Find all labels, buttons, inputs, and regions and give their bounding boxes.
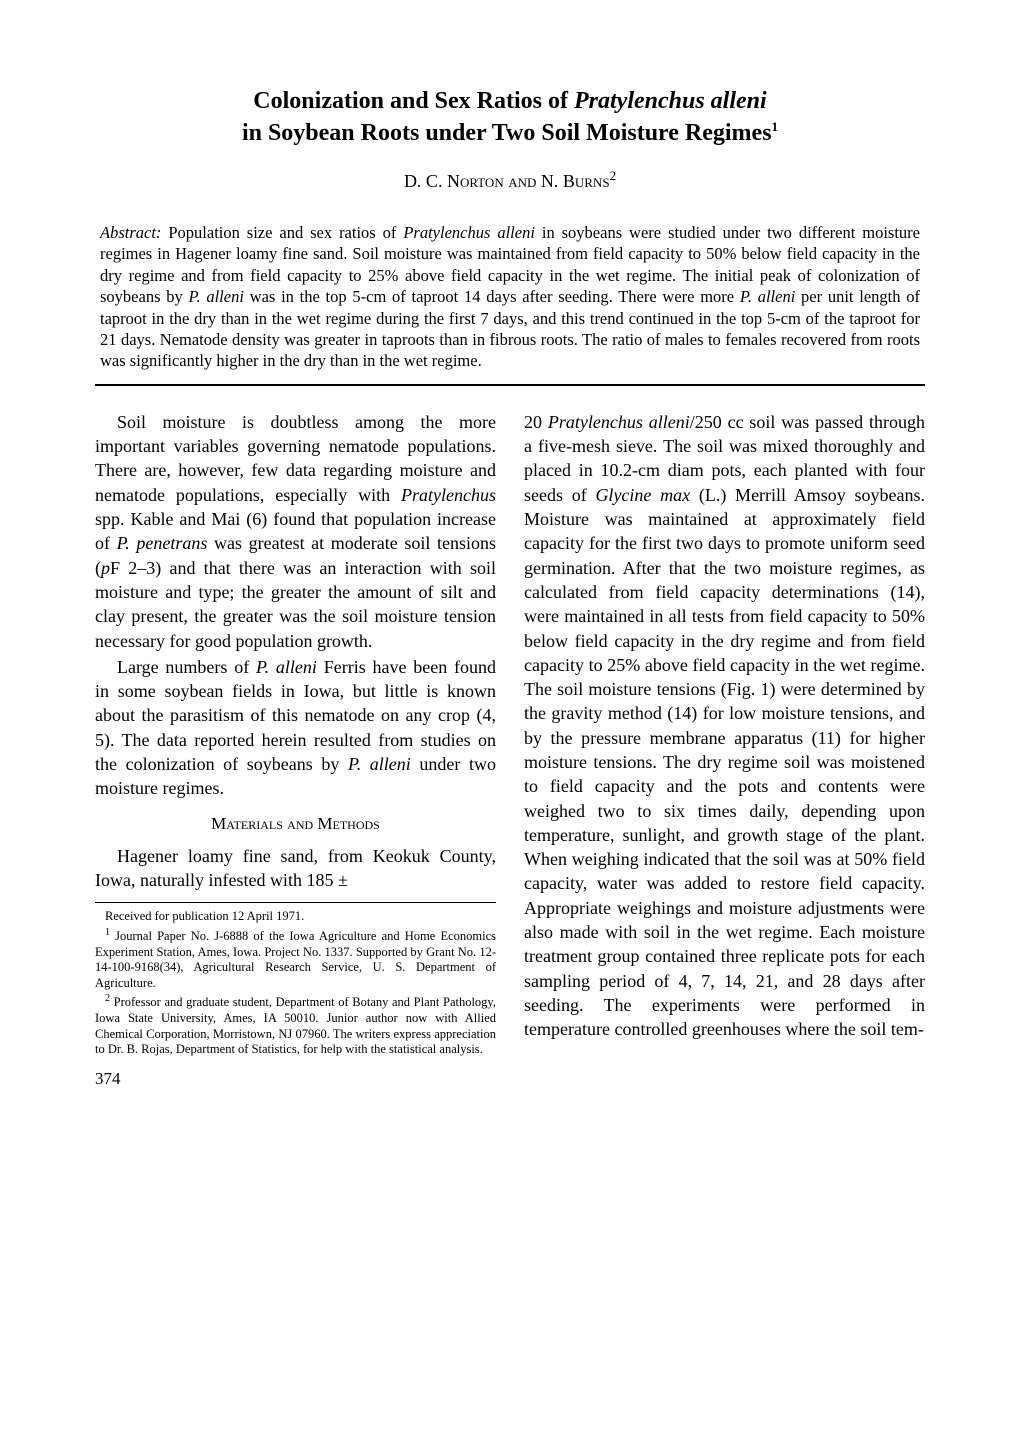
footnote-received: Received for publication 12 April 1971.	[95, 909, 496, 925]
footnote-one-text: Journal Paper No. J-6888 of the Iowa Agr…	[95, 929, 496, 990]
body-columns: Soil moisture is doubtless among the mor…	[95, 410, 925, 1091]
page-number: 374	[95, 1068, 496, 1091]
body-paragraph: 20 Pratylenchus alleni/250 cc soil was p…	[524, 410, 925, 1042]
abstract-label: Abstract:	[100, 223, 161, 242]
footnote-two-text: Professor and graduate student, Departme…	[95, 996, 496, 1057]
authors-superscript: 2	[610, 168, 617, 183]
abstract-text: Population size and sex ratios of Pratyl…	[100, 223, 920, 371]
horizontal-rule	[95, 384, 925, 386]
body-paragraph: Soil moisture is doubtless among the mor…	[95, 410, 496, 653]
right-column: 20 Pratylenchus alleni/250 cc soil was p…	[524, 410, 925, 1091]
paper-title: Colonization and Sex Ratios of Pratylenc…	[95, 85, 925, 150]
abstract-block: Abstract: Population size and sex ratios…	[95, 222, 925, 372]
left-column: Soil moisture is doubtless among the mor…	[95, 410, 496, 1091]
footnote-two: 2 Professor and graduate student, Depart…	[95, 993, 496, 1058]
footnote-divider	[95, 902, 496, 903]
title-line1-pre: Colonization and Sex Ratios of	[253, 88, 574, 114]
title-line1-italic: Pratylenchus alleni	[574, 88, 767, 114]
title-line2: in Soybean Roots under Two Soil Moisture…	[242, 120, 772, 146]
section-heading: Materials and Methods	[95, 813, 496, 836]
paper-authors: D. C. Norton and N. Burns2	[95, 168, 925, 192]
title-superscript: 1	[772, 119, 779, 134]
footnote-one: 1 Journal Paper No. J-6888 of the Iowa A…	[95, 927, 496, 992]
authors-text: D. C. Norton and N. Burns	[404, 171, 610, 191]
body-paragraph: Large numbers of P. alleni Ferris have b…	[95, 655, 496, 801]
body-paragraph: Hagener loamy fine sand, from Keokuk Cou…	[95, 844, 496, 893]
